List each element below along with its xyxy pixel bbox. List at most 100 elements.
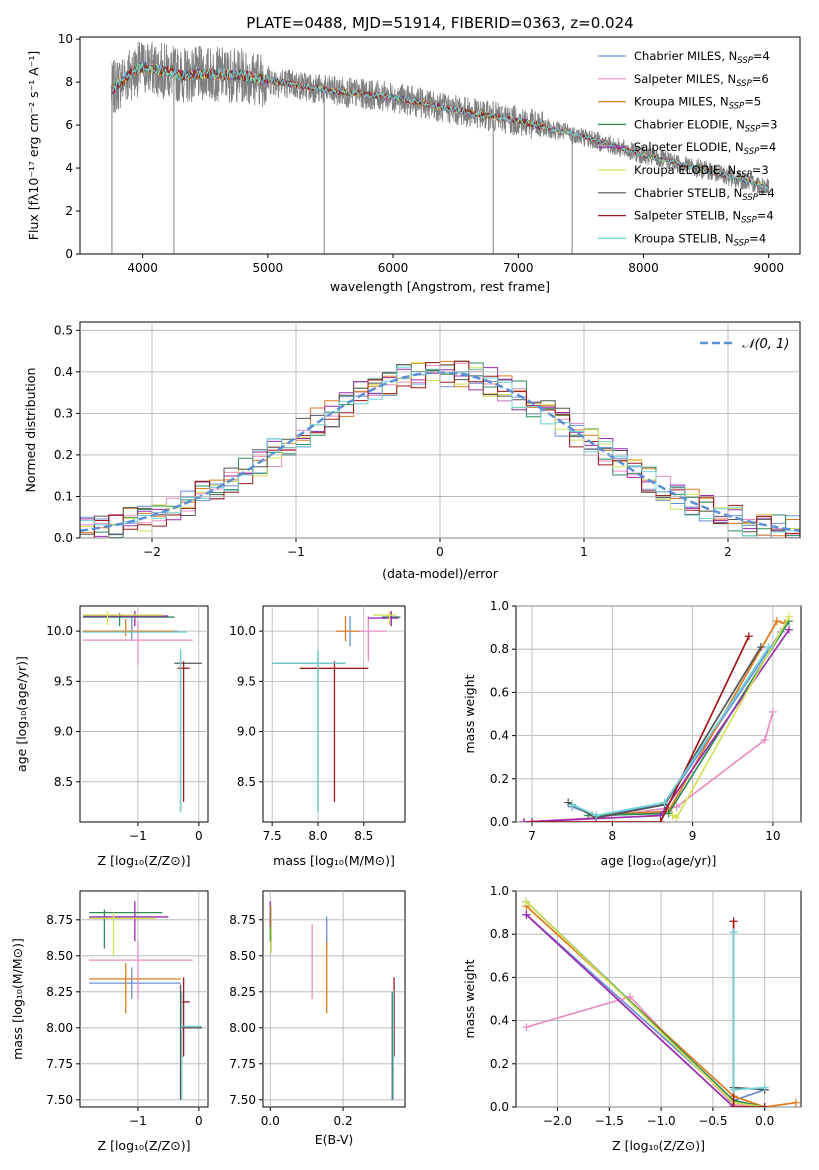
- legend-model-name: Kroupa STELIB: [634, 231, 718, 245]
- legend-model-name: Salpeter MILES: [634, 72, 720, 86]
- age-vs-mass-panel: 7.5 8.0 8.5 8.5 9.0 9.5 10.0 mass [log₁₀(M/M⊙)]: [229, 605, 406, 868]
- y-tick-label: 8.50: [46, 949, 73, 963]
- series-marker: [664, 809, 673, 818]
- legend-nssp-subscript: SSP: [745, 124, 761, 134]
- series-line: [526, 995, 765, 1107]
- plot-area: [110, 41, 770, 254]
- series-marker: [522, 897, 531, 906]
- legend-sep: ,: [728, 140, 735, 154]
- x-tick-label: 7: [528, 829, 536, 843]
- legend-nssp-subscript: SSP: [741, 216, 757, 226]
- x-tick-label: −0.5: [698, 1114, 727, 1128]
- x-tick-label: 9000: [753, 261, 784, 275]
- legend-eq: =: [749, 231, 759, 245]
- legend-nssp-value: 4: [766, 209, 773, 223]
- axes-frame: [79, 605, 209, 823]
- legend-eq: =: [760, 117, 770, 131]
- legend-sep: ,: [729, 117, 736, 131]
- series-marker: [760, 1103, 769, 1107]
- series-line: [571, 620, 786, 817]
- y-tick-label: 0.0: [490, 1100, 509, 1114]
- legend-sep: ,: [720, 72, 727, 86]
- series-line: [571, 646, 770, 817]
- series-marker: [522, 910, 531, 919]
- x-tick-label: 8.5: [354, 829, 373, 843]
- x-tick-label: 8000: [628, 261, 659, 275]
- legend-label: Chabrier STELIB, NSSP=4: [634, 186, 775, 203]
- legend-nssp-subscript: SSP: [744, 147, 760, 157]
- plot-area: [520, 612, 793, 822]
- series-marker: [756, 643, 765, 652]
- x-tick-label: −2.0: [543, 1114, 572, 1128]
- legend-nssp-subscript: SSP: [729, 102, 745, 112]
- legend-nssp-symbol: N: [727, 163, 736, 177]
- x-axis-label: E(B-V): [315, 1132, 354, 1147]
- legend-label: Salpeter STELIB, NSSP=4: [634, 209, 774, 226]
- series-marker: [791, 1098, 800, 1107]
- y-tick-label: 8.75: [46, 913, 73, 927]
- x-axis-label: wavelength [Angstrom, rest frame]: [330, 279, 550, 294]
- x-tick-label: 0: [195, 829, 203, 843]
- x-tick-label: 10: [765, 829, 780, 843]
- x-tick-label: 8.0: [308, 829, 327, 843]
- series-line: [732, 921, 765, 1107]
- y-tick-label: 8.5: [237, 775, 256, 789]
- x-axis-label: age [log₁₀(age/yr)]: [601, 853, 717, 868]
- series-line: [525, 914, 765, 1102]
- y-tick-label: 8.00: [229, 1021, 256, 1035]
- legend-eq: =: [757, 209, 767, 223]
- mass-vs-metallicity-panel: −1 0 7.50 7.75 8.00 8.25 8.50 8.75 Z [log₁₀(Z/Z⊙…: [10, 890, 209, 1153]
- series-marker: [672, 813, 681, 822]
- legend-eq: =: [759, 140, 769, 154]
- y-tick-label: 0.4: [490, 1014, 509, 1028]
- x-tick-label: 2: [724, 545, 732, 559]
- legend-nssp-value: 4: [769, 140, 776, 154]
- x-tick-label: 7000: [503, 261, 534, 275]
- plot-area: [83, 611, 202, 812]
- y-tick-label: 0.1: [54, 489, 73, 503]
- x-tick-label: −1: [129, 1114, 147, 1128]
- legend-label: Kroupa STELIB, NSSP=4: [634, 231, 766, 248]
- y-tick-label: 8.75: [229, 913, 256, 927]
- x-tick-label: 0: [436, 545, 444, 559]
- legend-label: Kroupa MILES, NSSP=5: [634, 95, 761, 112]
- y-tick-label: 0.8: [490, 642, 509, 656]
- legend-nssp-value: 4: [763, 49, 770, 63]
- legend-nssp-subscript: SSP: [737, 56, 753, 66]
- series-marker: [672, 802, 681, 811]
- legend-nssp-value: 6: [761, 72, 768, 86]
- legend-nssp-symbol: N: [729, 49, 738, 63]
- series-marker: [772, 617, 781, 626]
- plot-area: [522, 897, 800, 1107]
- series-marker: [768, 707, 777, 716]
- x-tick-label: 1: [580, 545, 588, 559]
- y-tick-label: 8.50: [229, 949, 256, 963]
- legend-sep: ,: [725, 209, 732, 223]
- y-tick-label: 7.75: [229, 1057, 256, 1071]
- series-marker: [522, 1023, 531, 1032]
- y-axis-label: Flux [fλ10⁻¹⁷ erg cm⁻² s⁻¹ A⁻¹]: [26, 51, 41, 240]
- legend-nssp-symbol: N: [720, 95, 729, 109]
- legend-sep: ,: [721, 49, 728, 63]
- series-line: [525, 901, 765, 1107]
- series-marker: [744, 632, 753, 641]
- y-tick-label: 4: [65, 161, 73, 175]
- age-vs-metallicity-panel: −1 0 8.5 9.0 9.5 10.0 Z [log₁₀(Z/Z⊙)] age [log₁…: [14, 605, 209, 868]
- series-line: [732, 932, 765, 1091]
- series-line: [525, 901, 765, 1107]
- x-tick-label: 4000: [127, 261, 158, 275]
- y-tick-label: 0.8: [490, 927, 509, 941]
- legend-nssp-value: 5: [754, 95, 761, 109]
- series-marker: [520, 818, 529, 822]
- legend-eq: =: [752, 163, 762, 177]
- legend-label: Salpeter MILES, NSSP=6: [634, 72, 769, 89]
- y-tick-label: 0: [65, 247, 73, 261]
- series-marker: [668, 811, 677, 820]
- x-axis-label: Z [log₁₀(Z/Z⊙)]: [98, 853, 191, 868]
- axes-frame: [515, 605, 802, 823]
- series-marker: [528, 818, 537, 822]
- legend-model-name: Salpeter ELODIE: [634, 140, 728, 154]
- x-axis-label: Z [log₁₀(Z/Z⊙)]: [98, 1138, 191, 1153]
- x-axis-label: Z [log₁₀(Z/Z⊙)]: [612, 1138, 705, 1153]
